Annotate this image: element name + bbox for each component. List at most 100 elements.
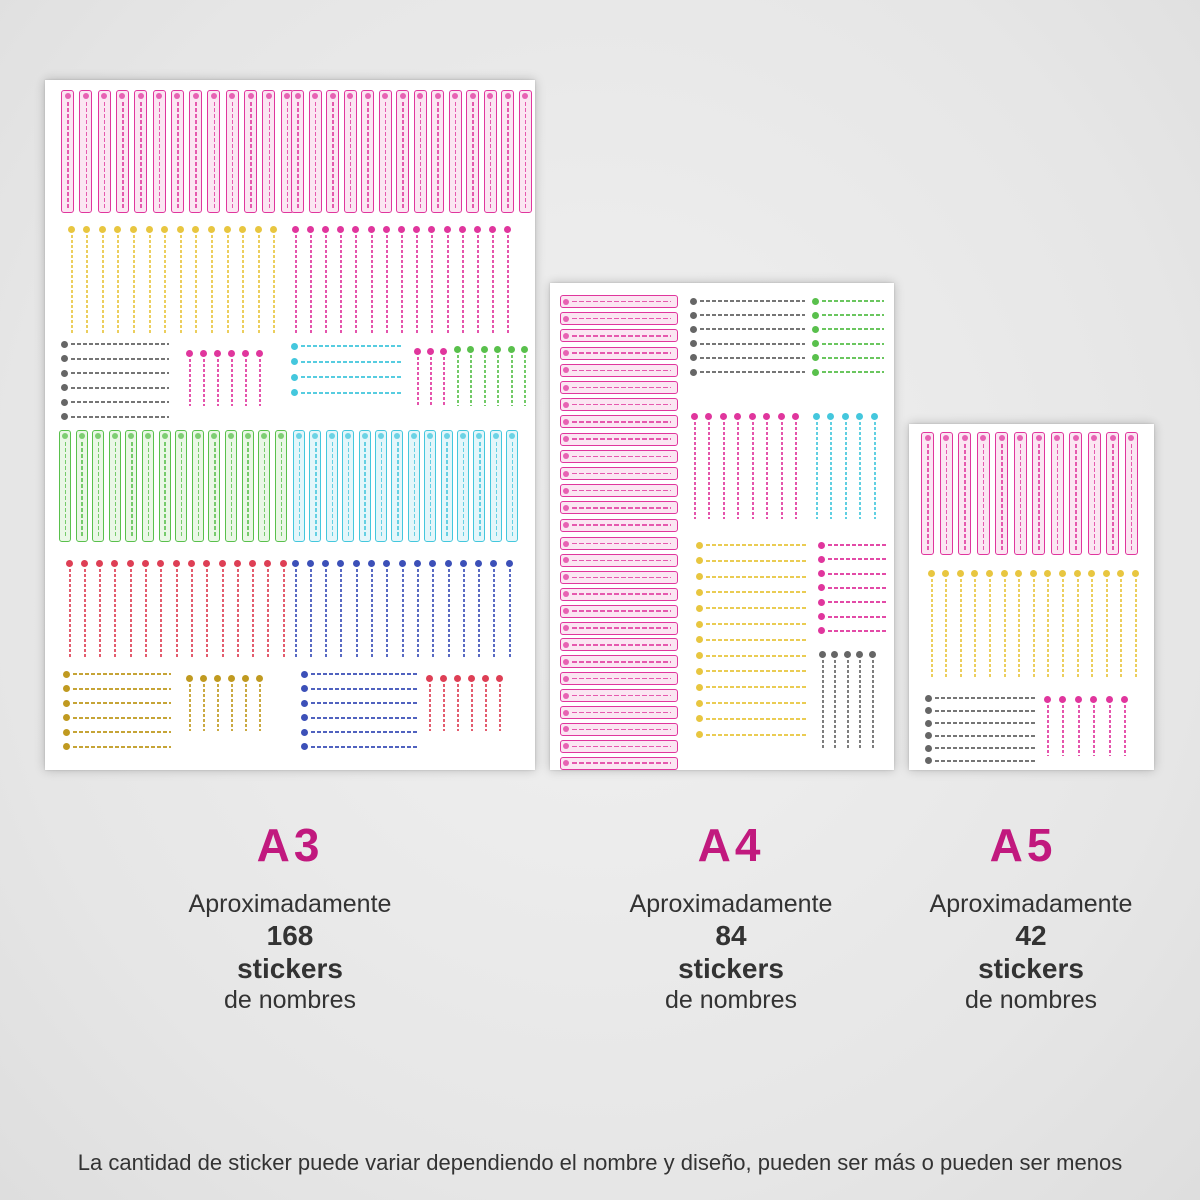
sticker-shape [501,90,514,213]
approx-text: Aproximadamente [629,890,833,918]
sticker-shape [241,350,249,408]
sticker-shape [192,226,200,336]
sticker-shape [925,744,1035,752]
sticker-shape [291,358,401,366]
sticker-shape [157,560,165,660]
sticker-shape [560,398,678,412]
sticker-shape [225,430,237,542]
sticker-shape [560,518,678,532]
sticker-shape [291,90,304,213]
sticker-shape [255,675,263,733]
sticker-shape [939,432,953,555]
sticker-shape [560,295,678,308]
sticker-shape [696,652,808,660]
sticker-shape [249,560,257,660]
sticker-shape [321,226,329,336]
sticker-shape [254,226,262,336]
sticker-shape [368,560,376,660]
sticker-shape [375,430,387,542]
sticker-shape [129,226,137,336]
sticker-unit: stickers [678,953,784,984]
sticker-shape [199,350,207,408]
sticker-shape [225,90,239,213]
sticker-shape [942,570,950,680]
sticker-shape [818,627,886,635]
sticker-shape [483,90,497,213]
sticker-shape [291,226,299,336]
sticker-shape [696,573,808,581]
sticker-shape [428,226,436,336]
sticker-shape [690,368,805,376]
sticker-shape [233,560,241,660]
sticker-shape [958,432,971,555]
sticker-shape [223,226,231,336]
sticker-shape [453,675,461,733]
sticker-shape [560,381,678,394]
sticker-shape [425,675,433,733]
sticker-shape [255,350,263,408]
sticker-shape [466,90,479,213]
size-label-a4: A4 [697,819,765,871]
sticker-shape [352,560,360,660]
sticker-shape [161,226,169,336]
sticker-shape [1102,570,1110,680]
sticker-shape [560,553,678,567]
sticker-shape [976,432,990,555]
sticker-shape [1029,570,1037,680]
sticker-shape [274,430,287,542]
sticker-shape [856,651,864,751]
sticker-shape [114,226,122,336]
sticker-shape [831,651,839,751]
sticker-shape [308,90,322,213]
sticker-shape [426,348,434,408]
sticker-shape [925,732,1035,740]
sticker-shape [1043,696,1051,758]
sticker-shape [495,675,503,733]
sticker-shape [306,560,314,660]
sticker-shape [696,699,808,707]
sticker-shape [696,588,808,596]
sticker-shape [812,413,820,521]
sticker-shape [560,722,678,736]
sticker-shape [792,413,800,521]
sticker-shape [301,670,419,678]
sticker-shape [309,430,322,542]
sticker-shape [322,560,330,660]
sticker-shape [1087,432,1101,555]
sticker-shape [481,675,489,733]
sticker-shape [185,350,193,408]
sticker-shape [925,719,1035,727]
sticker-shape [115,90,129,213]
sticker-shape [96,560,104,660]
sticker-shape [75,430,88,542]
sticker-shape [439,675,447,733]
sticker-shape [301,685,419,693]
sticker-shape [301,714,419,722]
sticker-shape [413,560,421,660]
sticker-shape [1015,570,1023,680]
sticker-shape [560,501,678,515]
sticker-shape [560,672,678,686]
sticker-shape [467,346,475,408]
description-a3: Aproximadamente 168 stickers de nombres [160,889,420,1015]
sticker-shape [696,541,808,549]
sticker-shape [925,694,1035,702]
sticker-shape [152,90,166,213]
sticker-shape [301,728,419,736]
size-label-a5: A5 [989,819,1057,871]
sticker-shape [1000,570,1008,680]
sticker-shape [1124,432,1138,555]
sticker-shape [227,350,235,408]
sticker-shape [207,90,221,213]
sticker-shape [424,430,437,542]
sticker-shape [777,413,785,521]
sticker-shape [61,384,169,392]
sticker-count: 84 [715,920,747,951]
sticker-shape [505,560,513,660]
sticker-shape [306,226,314,336]
sticker-shape [927,570,935,680]
sticker-shape [560,346,678,360]
sticker-shape [1032,432,1045,555]
sticker-shape [457,430,469,542]
sticker-shape [158,430,171,542]
